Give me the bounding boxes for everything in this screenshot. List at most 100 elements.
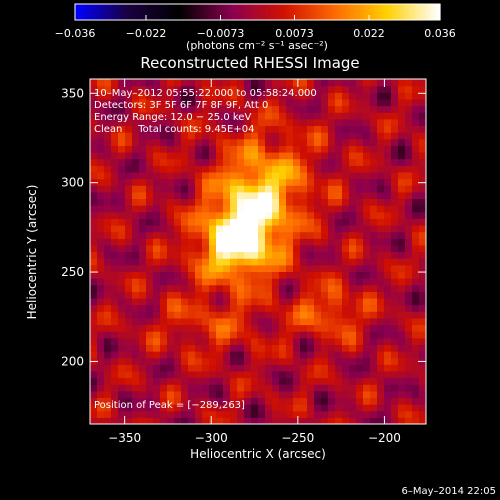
heatmap-cell [139, 317, 147, 326]
heatmap-cell [307, 138, 315, 146]
heatmap-cell [251, 291, 259, 299]
heatmap-cell [188, 211, 196, 219]
heatmap-cell [139, 324, 147, 332]
heatmap-cell [419, 238, 426, 246]
heatmap-cell [139, 311, 147, 319]
heatmap-cell [223, 238, 231, 246]
heatmap-cell [314, 264, 322, 273]
heatmap-cell [174, 211, 182, 219]
heatmap-cell [377, 291, 385, 299]
heatmap-cell [321, 171, 329, 180]
heatmap-cell [293, 198, 301, 206]
heatmap-cell [251, 185, 259, 193]
heatmap-cell [174, 224, 182, 233]
heatmap-cell [202, 357, 210, 365]
heatmap-cell [125, 112, 133, 120]
heatmap-cell [377, 264, 385, 273]
colorbar-segment [135, 4, 139, 20]
heatmap-cell [363, 112, 371, 120]
colorbar-segment [97, 4, 101, 20]
heatmap-cell [335, 238, 343, 246]
heatmap-cell [258, 397, 266, 405]
heatmap-cell [118, 171, 126, 180]
heatmap-cell [167, 185, 175, 193]
heatmap-cell [370, 324, 378, 332]
heatmap-cell [363, 165, 371, 173]
heatmap-cell [223, 191, 231, 200]
heatmap-cell [195, 79, 203, 87]
heatmap-cell [202, 390, 210, 399]
heatmap-cell [104, 364, 112, 372]
heatmap-cell [405, 238, 413, 246]
heatmap-cell [181, 404, 189, 412]
heatmap-cell [160, 238, 168, 246]
heatmap-cell [328, 344, 336, 352]
heatmap-cell [314, 271, 322, 279]
heatmap-cell [272, 344, 280, 352]
heatmap-cell [321, 258, 329, 266]
heatmap-cell [405, 304, 413, 312]
colorbar-segment [175, 4, 179, 20]
heatmap-cell [391, 384, 399, 392]
colorbar-segment [357, 4, 361, 20]
heatmap-cell [349, 284, 357, 292]
heatmap-cell [174, 132, 182, 140]
heatmap-cell [195, 191, 203, 200]
heatmap-cell [405, 145, 413, 153]
heatmap-cell [314, 178, 322, 186]
heatmap-cell [125, 297, 133, 306]
heatmap-cell [146, 370, 154, 379]
colorbar-segment [155, 4, 159, 20]
heatmap-cell [223, 98, 231, 107]
heatmap-cell [391, 165, 399, 173]
heatmap-cell [314, 151, 322, 160]
heatmap-cell [307, 390, 315, 399]
heatmap-cell [335, 417, 343, 424]
heatmap-cell [244, 324, 252, 332]
heatmap-cell [349, 244, 357, 253]
heatmap-cell [314, 118, 322, 127]
heatmap-cell [111, 264, 119, 273]
heatmap-cell [97, 218, 105, 226]
heatmap-cell [335, 331, 343, 339]
heatmap-cell [146, 404, 154, 412]
heatmap-cell [195, 284, 203, 292]
heatmap-cell [398, 251, 406, 259]
heatmap-cell [370, 98, 378, 107]
heatmap-cell [251, 357, 259, 365]
heatmap-cell [97, 311, 105, 319]
heatmap-cell [272, 278, 280, 286]
heatmap-cell [384, 324, 392, 332]
heatmap-cell [314, 331, 322, 339]
heatmap-cell [209, 165, 217, 173]
heatmap-cell [391, 112, 399, 120]
heatmap-cell [279, 304, 287, 312]
heatmap-cell [307, 311, 315, 319]
heatmap-cell [363, 417, 371, 424]
heatmap-cell [125, 404, 133, 412]
heatmap-cell [223, 317, 231, 326]
heatmap-cell [293, 238, 301, 246]
heatmap-cell [412, 238, 420, 246]
heatmap-cell [258, 105, 266, 113]
heatmap-cell [223, 92, 231, 100]
heatmap-cell [146, 132, 154, 140]
heatmap-cell [377, 251, 385, 259]
heatmap-cell [125, 397, 133, 405]
heatmap-cell [195, 178, 203, 186]
heatmap-cell [391, 178, 399, 186]
heatmap-cell [209, 79, 217, 87]
heatmap-cell [146, 218, 154, 226]
heatmap-cell [104, 79, 112, 87]
heatmap-cell [279, 125, 287, 133]
heatmap-cell [258, 178, 266, 186]
heatmap-cell [314, 357, 322, 365]
heatmap-cell [174, 218, 182, 226]
heatmap-cell [279, 178, 287, 186]
heatmap-cell [90, 351, 98, 359]
heatmap-cell [111, 351, 119, 359]
heatmap-cell [370, 377, 378, 385]
heatmap-cell [251, 417, 259, 424]
heatmap-cell [104, 324, 112, 332]
heatmap-cell [293, 251, 301, 259]
